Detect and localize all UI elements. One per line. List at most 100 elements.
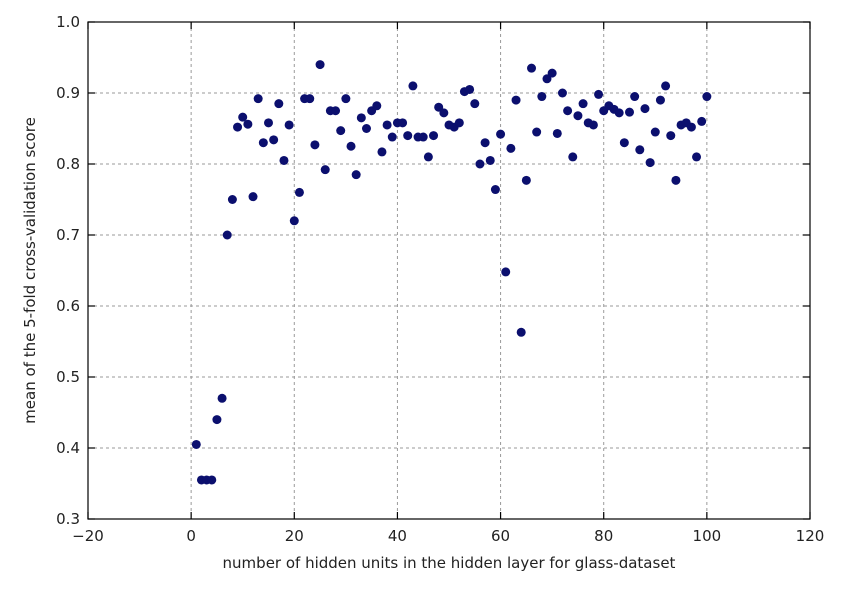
data-point bbox=[264, 118, 273, 128]
data-point bbox=[289, 216, 299, 226]
data-point bbox=[408, 81, 418, 91]
data-point bbox=[527, 63, 537, 73]
data-point bbox=[377, 147, 387, 157]
data-point bbox=[516, 327, 526, 337]
y-tick-label: 0.3 bbox=[56, 510, 80, 528]
data-point bbox=[496, 129, 506, 139]
data-point bbox=[501, 267, 511, 277]
data-point bbox=[635, 145, 645, 155]
data-point bbox=[588, 120, 598, 130]
x-tick-label: 0 bbox=[186, 527, 196, 545]
data-point bbox=[490, 185, 500, 195]
data-point bbox=[485, 155, 495, 165]
data-point bbox=[563, 106, 573, 116]
y-axis-label: mean of the 5-fold cross-validation scor… bbox=[21, 117, 39, 424]
data-point bbox=[568, 152, 578, 162]
data-point bbox=[521, 175, 531, 185]
data-point bbox=[315, 60, 325, 70]
data-point bbox=[238, 112, 248, 122]
data-point bbox=[331, 106, 341, 116]
data-point bbox=[475, 159, 485, 169]
data-point bbox=[640, 104, 650, 114]
data-point bbox=[630, 92, 640, 102]
data-point bbox=[686, 122, 696, 132]
y-tick-label: 0.8 bbox=[56, 155, 80, 173]
data-point bbox=[387, 132, 397, 142]
data-point bbox=[557, 88, 567, 98]
data-point bbox=[346, 141, 356, 151]
x-tick-label: −20 bbox=[72, 527, 104, 545]
data-point bbox=[547, 68, 557, 78]
data-point bbox=[552, 128, 562, 138]
data-point bbox=[294, 187, 304, 197]
data-point bbox=[470, 99, 480, 109]
x-tick-label: 80 bbox=[594, 527, 613, 545]
data-point bbox=[645, 158, 655, 168]
data-point bbox=[661, 81, 671, 91]
data-point bbox=[511, 95, 521, 105]
data-point bbox=[284, 120, 294, 130]
data-point bbox=[423, 152, 433, 162]
data-point bbox=[619, 138, 629, 148]
data-point bbox=[356, 113, 366, 123]
x-axis-label: number of hidden units in the hidden lay… bbox=[223, 554, 676, 572]
data-point bbox=[537, 92, 547, 102]
data-point bbox=[573, 111, 583, 121]
data-point bbox=[274, 99, 284, 109]
data-point bbox=[506, 143, 516, 153]
data-point bbox=[692, 152, 702, 162]
data-point bbox=[532, 127, 542, 137]
data-point bbox=[222, 230, 232, 240]
data-point bbox=[403, 131, 413, 141]
data-point bbox=[243, 119, 253, 129]
data-point bbox=[258, 138, 268, 148]
data-point bbox=[217, 393, 227, 403]
data-point bbox=[578, 99, 588, 109]
data-point bbox=[454, 118, 464, 128]
data-point bbox=[480, 138, 490, 148]
y-tick-label: 0.9 bbox=[56, 84, 80, 102]
data-point bbox=[655, 95, 665, 105]
x-tick-label: 20 bbox=[285, 527, 304, 545]
data-point bbox=[418, 132, 428, 142]
data-point bbox=[310, 140, 320, 150]
y-tick-label: 0.7 bbox=[56, 226, 80, 244]
data-point bbox=[248, 192, 258, 202]
y-tick-labels: 0.3 0.4 0.5 0.6 0.7 0.8 0.9 1.0 bbox=[56, 13, 80, 528]
data-point bbox=[372, 101, 382, 111]
data-point bbox=[320, 165, 330, 175]
data-point bbox=[671, 175, 681, 185]
plot-frame bbox=[87, 21, 811, 520]
data-point bbox=[439, 108, 449, 118]
grid bbox=[88, 22, 810, 519]
x-tick-labels: −20 0 20 40 60 80 100 120 bbox=[72, 527, 824, 545]
data-point bbox=[212, 415, 222, 425]
data-point bbox=[279, 155, 289, 165]
data-point bbox=[697, 116, 707, 126]
y-tick-label: 0.4 bbox=[56, 439, 80, 457]
data-points bbox=[191, 60, 712, 485]
data-point bbox=[382, 120, 392, 130]
x-tick-label: 100 bbox=[693, 527, 722, 545]
data-point bbox=[207, 475, 217, 485]
data-point bbox=[341, 94, 351, 104]
data-point bbox=[361, 124, 371, 133]
y-tick-label: 0.5 bbox=[56, 368, 80, 386]
data-point bbox=[191, 439, 201, 449]
data-point bbox=[336, 126, 346, 136]
data-point bbox=[650, 127, 660, 137]
data-point bbox=[351, 170, 361, 180]
data-point bbox=[398, 118, 408, 128]
y-tick-label: 0.6 bbox=[56, 297, 80, 315]
x-tick-label: 120 bbox=[796, 527, 825, 545]
axis-ticks bbox=[87, 21, 811, 520]
data-point bbox=[305, 94, 315, 104]
data-point bbox=[594, 89, 604, 99]
data-point bbox=[227, 195, 237, 204]
data-point bbox=[465, 84, 475, 94]
data-point bbox=[253, 94, 263, 104]
x-tick-label: 40 bbox=[388, 527, 407, 545]
data-point bbox=[625, 107, 634, 117]
data-point bbox=[269, 135, 279, 145]
